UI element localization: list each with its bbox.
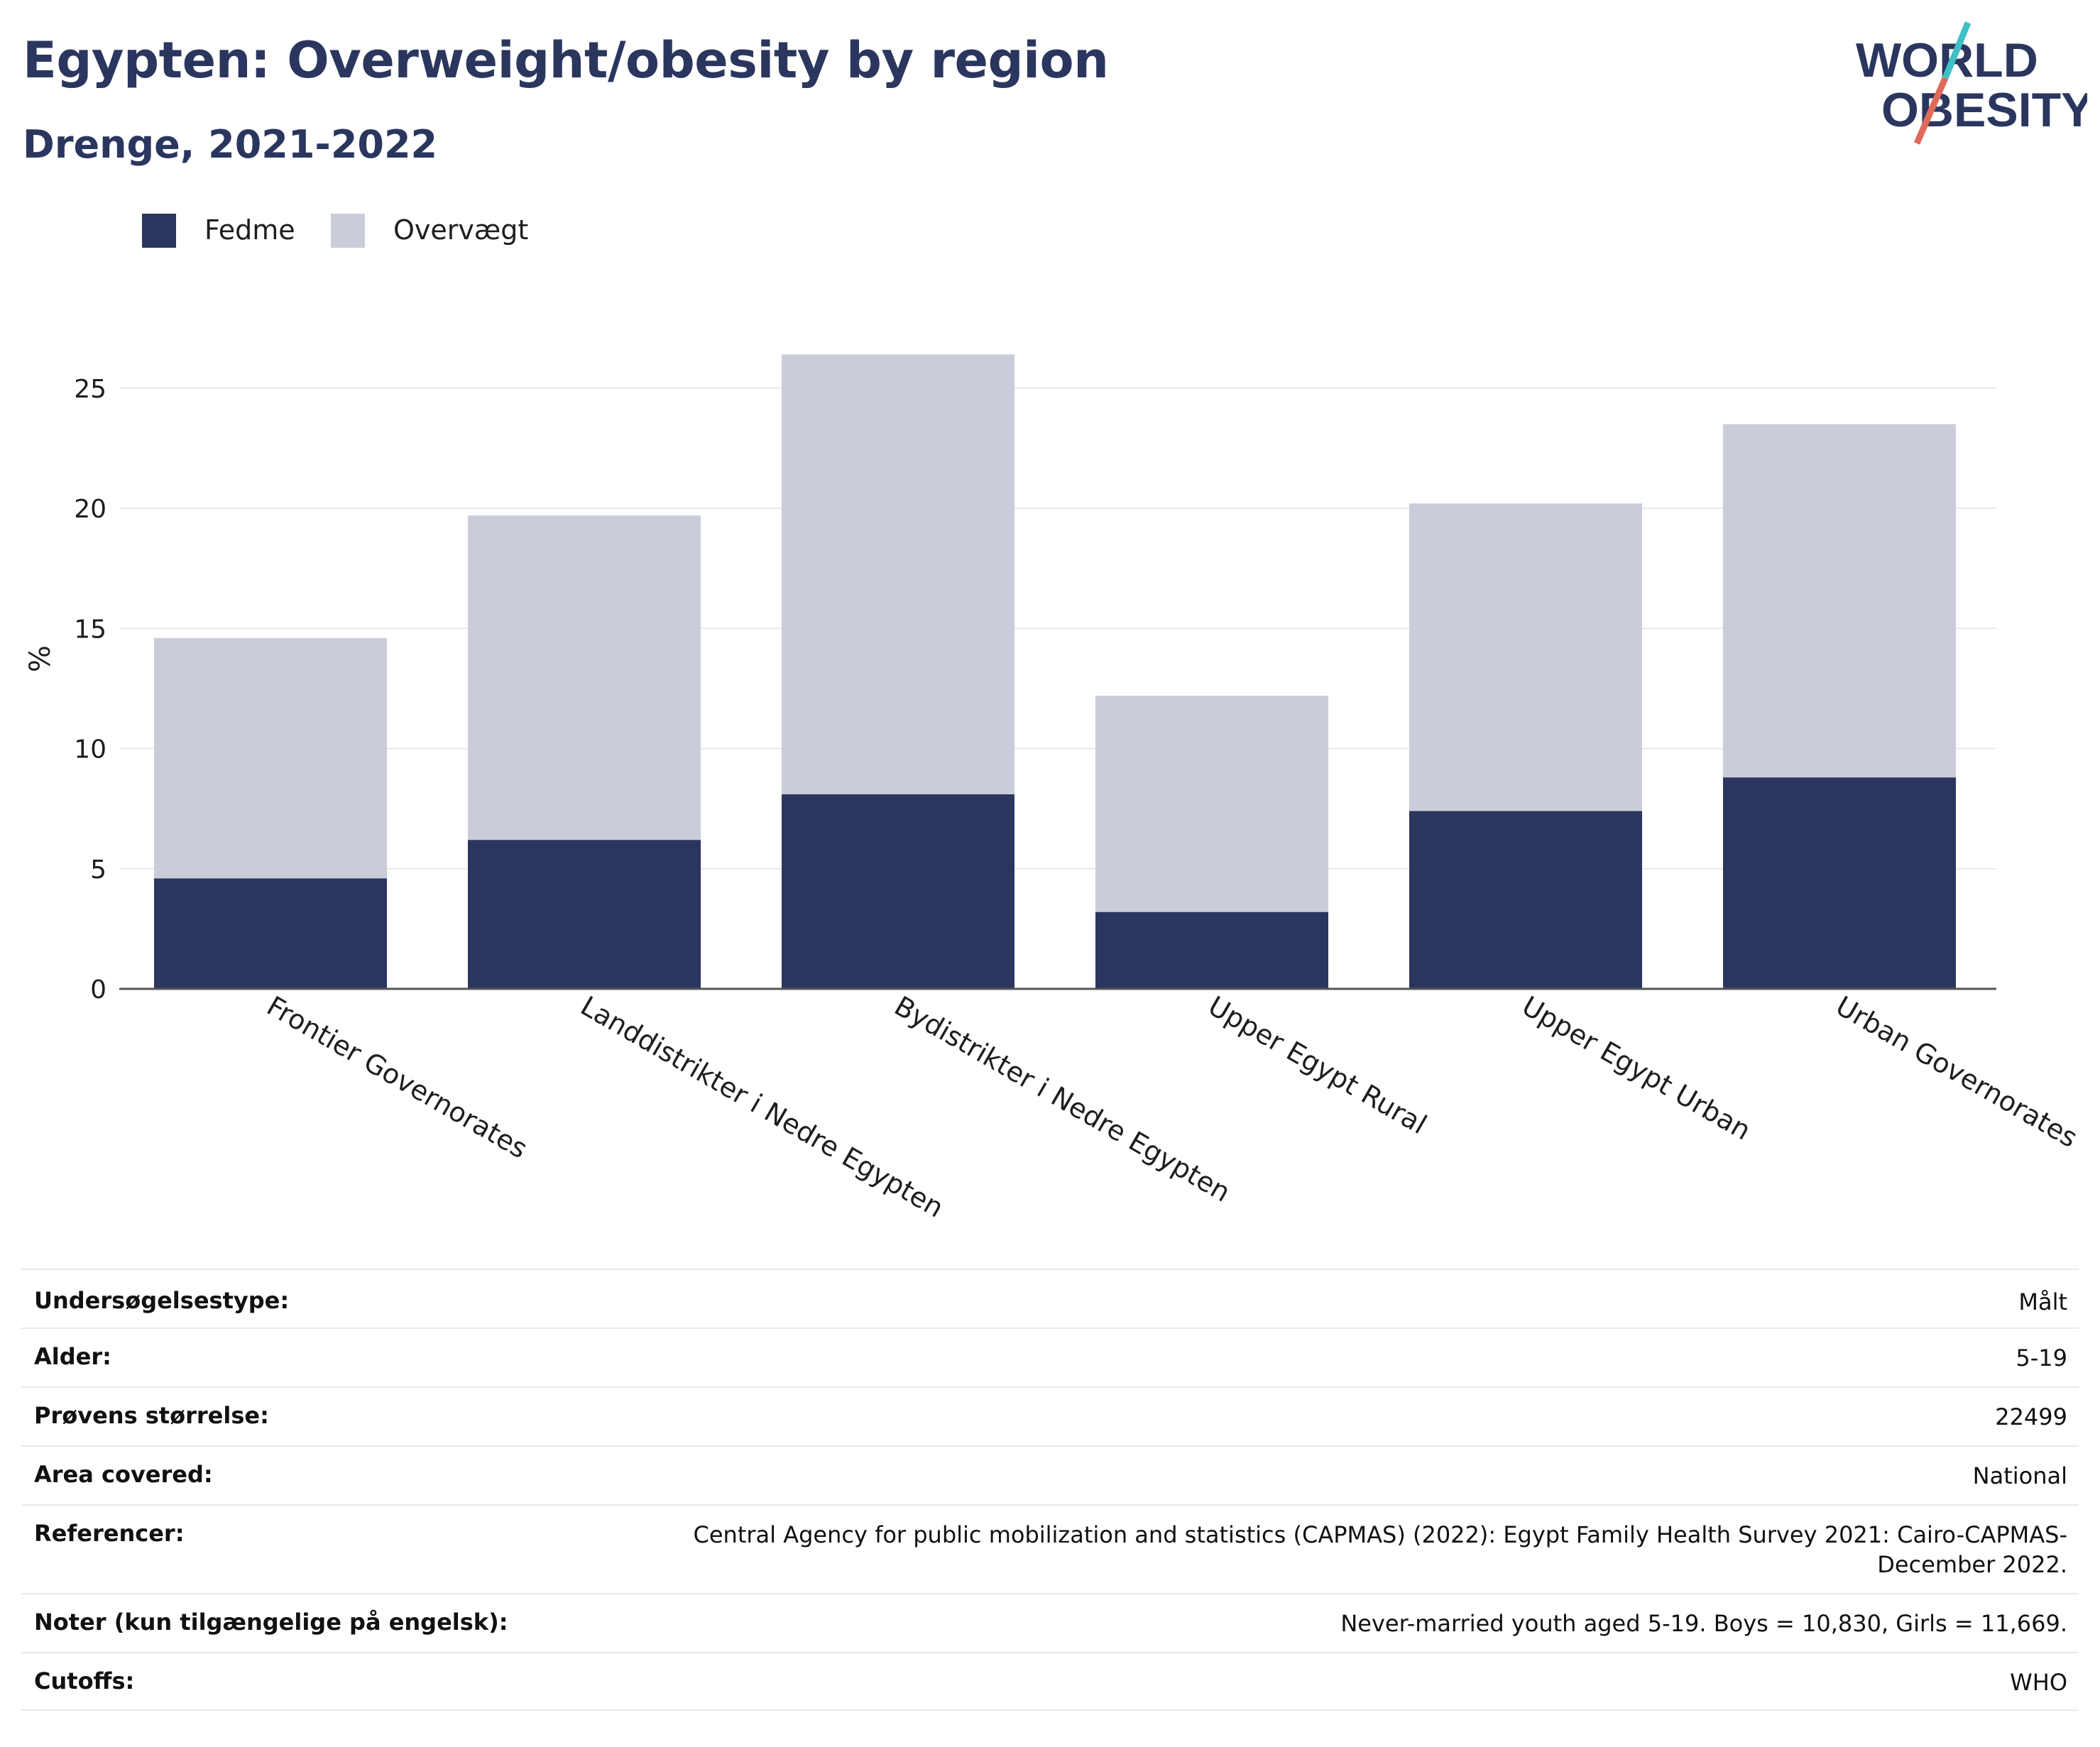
x-tick-label: Frontier Governorates (262, 990, 533, 1165)
y-tick-label: 20 (74, 495, 106, 524)
info-key-cutoffs: Cutoffs: (34, 1667, 135, 1694)
survey-info-table: Undersøgelsestype: Målt Alder: 5-19 Prøv… (21, 1269, 2079, 1711)
bar-fedme (468, 840, 701, 989)
x-tick-label: Landdistrikter i Nedre Egypten (576, 990, 949, 1224)
info-row-survey-type: Undersøgelsestype: Målt (21, 1269, 2079, 1327)
bar-overvaegt (1095, 696, 1328, 912)
bar-fedme (154, 878, 387, 989)
info-value-sample-size: 22499 (1995, 1403, 2067, 1430)
bar-fedme (782, 794, 1015, 989)
chart-title: Egypten: Overweight/obesity by region (23, 31, 1109, 89)
x-tick-label: Urban Governorates (1831, 990, 2083, 1154)
y-axis-title: % (24, 645, 57, 672)
bar-overvaegt (1409, 503, 1642, 811)
bar-fedme (1095, 911, 1328, 989)
info-key-sample-size: Prøvens størrelse: (34, 1402, 269, 1429)
y-tick-label: 10 (74, 735, 106, 765)
y-tick-label: 5 (90, 855, 106, 885)
info-value-cutoffs: WHO (2010, 1669, 2067, 1696)
logo-slash-top (1942, 21, 1972, 80)
x-tick-label: Bydistrikter i Nedre Egypten (890, 990, 1236, 1208)
legend-swatch-fedme (142, 214, 176, 248)
bar-fedme (1723, 777, 1956, 989)
y-tick-label: 0 (90, 975, 106, 1004)
info-row-age: Alder: 5-19 (21, 1327, 2079, 1386)
legend-swatch-overvaegt (331, 214, 365, 248)
info-value-area-covered: National (1972, 1462, 2067, 1489)
bar-overvaegt (468, 515, 701, 840)
info-row-references: Referencer: Central Agency for public mo… (21, 1504, 2079, 1593)
y-tick-label: 15 (74, 615, 106, 644)
logo-slash-bottom (1913, 77, 1949, 145)
legend-label-overvaegt: Overvægt (393, 214, 529, 246)
info-value-notes: Never-married youth aged 5-19. Boys = 10… (1340, 1610, 2067, 1637)
chart-subtitle: Drenge, 2021-2022 (23, 122, 438, 167)
info-key-age: Alder: (34, 1343, 111, 1370)
logo-line-2: OBESITY (1881, 83, 2087, 137)
bar-fedme (1409, 811, 1642, 989)
info-row-area-covered: Area covered: National (21, 1445, 2079, 1504)
info-key-notes: Noter (kun tilgængelige på engelsk): (34, 1609, 508, 1636)
info-row-sample-size: Prøvens størrelse: 22499 (21, 1386, 2079, 1445)
info-row-notes: Noter (kun tilgængelige på engelsk): Nev… (21, 1593, 2079, 1652)
x-tick-label: Upper Egypt Rural (1203, 990, 1433, 1141)
info-key-survey-type: Undersøgelsestype: (34, 1287, 290, 1314)
x-tick-label: Upper Egypt Urban (1517, 990, 1756, 1146)
bar-overvaegt (1723, 424, 1956, 778)
info-key-references: Referencer: (34, 1520, 185, 1547)
bar-overvaegt (154, 637, 387, 879)
world-obesity-logo: WORLD OBESITY (1856, 21, 2087, 145)
info-row-cutoffs: Cutoffs: WHO (21, 1652, 2079, 1711)
info-value-survey-type: Målt (2018, 1288, 2067, 1315)
info-value-age: 5-19 (2016, 1345, 2067, 1371)
info-value-references: Central Agency for public mobilization a… (693, 1521, 2068, 1578)
stacked-bar-chart: 0 5 10 15 20 25% Frontier Governorates Landdist… (24, 354, 2083, 1224)
y-tick-label: 25 (74, 375, 106, 404)
bar-overvaegt (782, 354, 1015, 794)
info-key-area-covered: Area covered: (34, 1461, 213, 1488)
legend-label-fedme: Fedme (204, 214, 295, 246)
